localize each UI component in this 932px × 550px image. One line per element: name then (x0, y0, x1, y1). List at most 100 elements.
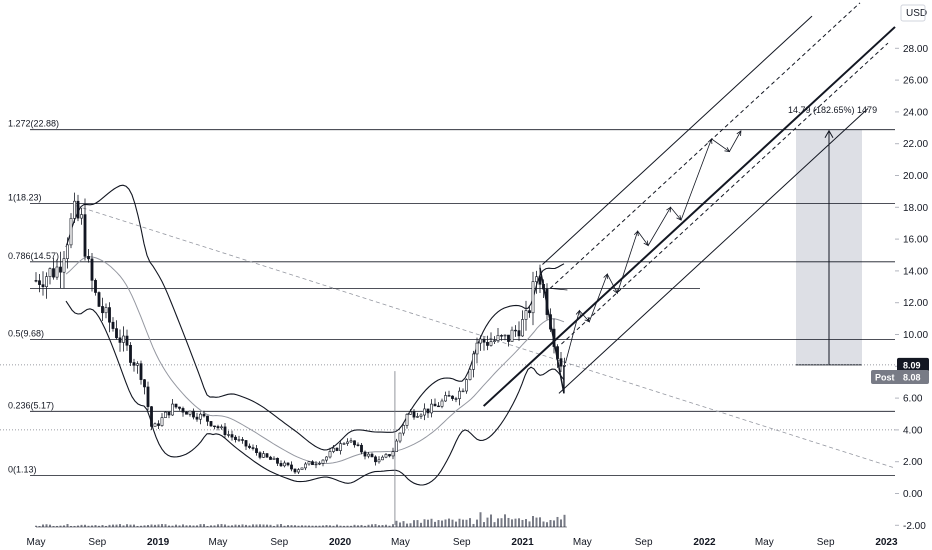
volume-bar (241, 524, 244, 527)
dashed-trendline (75, 205, 896, 469)
candle-body (430, 403, 433, 414)
candle-body (265, 453, 269, 458)
candle-body (447, 395, 451, 397)
candle-body (272, 457, 276, 460)
volume-bar (395, 520, 398, 527)
volume-bar (255, 524, 258, 527)
volume-bar (364, 525, 366, 527)
price-axis[interactable]: USD 28.00 26.00 24.00 22.00 20.00 18.00 16.00 14… (895, 4, 928, 532)
candle-body (342, 443, 346, 445)
volume-bar (315, 525, 317, 527)
volume-bar (94, 525, 97, 527)
candle-body (230, 434, 234, 438)
volume-bar (367, 524, 370, 527)
bollinger-bands (65, 184, 565, 486)
volume-bar (189, 525, 191, 527)
fib-label: 0(1.13) (8, 465, 37, 475)
projection-arrowhead (575, 309, 581, 316)
volume-bar (549, 519, 552, 527)
candle-body (220, 426, 223, 429)
projection-arrowhead (724, 147, 731, 153)
volume-bar (392, 524, 394, 527)
x-tick-label: 2021 (511, 537, 534, 548)
small-arrow (549, 287, 568, 291)
projection-arrowhead (584, 316, 590, 323)
volume-bar (101, 525, 104, 527)
volume-bar (427, 519, 429, 527)
candle-body (503, 334, 507, 337)
y-tick-label: 20.00 (903, 171, 928, 182)
measure-label: 14.79 (182.65%) 1479 (788, 105, 877, 115)
volume-bar (161, 524, 163, 527)
candle-body (405, 414, 409, 426)
candle-body (363, 451, 367, 457)
candle-body (412, 411, 416, 418)
candle-body (304, 463, 307, 469)
volume-bar (84, 524, 86, 527)
volume-bar (444, 519, 447, 527)
volume-bar (535, 517, 538, 527)
volume-bar (119, 524, 121, 527)
volume-bar (280, 524, 282, 527)
volume-bar (259, 524, 261, 527)
volume-bar (413, 520, 415, 527)
candle-body (157, 423, 160, 426)
candle-body (318, 463, 321, 465)
candle-body (69, 218, 73, 246)
candle-body (360, 444, 363, 453)
volume-bar (360, 524, 363, 527)
volume-bar (332, 525, 335, 527)
candle-body (209, 421, 213, 427)
volume-bar (563, 514, 566, 527)
x-tick-label: May (27, 537, 46, 548)
volume-bar (52, 525, 55, 527)
candle-body (132, 362, 136, 366)
volume-bar (143, 525, 146, 527)
candle-body (458, 390, 461, 399)
candle-body (332, 447, 335, 452)
candle-body (384, 454, 388, 458)
upper-dashed-line (544, 2, 861, 294)
candle-body (213, 425, 216, 428)
x-tick-label: Sep (817, 537, 835, 548)
time-axis[interactable]: May Sep 2019 May Sep 2020 May Sep 2021 May Sep 2022… (27, 537, 898, 548)
y-tick-label: 14.00 (903, 266, 928, 277)
volume-bar (192, 525, 195, 527)
candle-body (426, 408, 430, 414)
candle-body (461, 390, 465, 393)
candle-body (139, 363, 143, 380)
volume-bar (434, 521, 436, 527)
candle-body (192, 410, 195, 418)
y-tick-label: 4.00 (903, 425, 923, 436)
volume-bar (80, 524, 83, 527)
volume-bar (290, 525, 293, 527)
volume-bar (301, 525, 303, 527)
projection-path (565, 130, 742, 364)
projection-arrowhead (676, 215, 682, 221)
candle-body (531, 281, 535, 314)
measure-arrow-head (824, 129, 834, 138)
projection-arrowhead (666, 206, 672, 213)
candle-body (118, 337, 122, 343)
candle-body (87, 256, 90, 260)
y-tick-label: 10.00 (903, 330, 928, 341)
candle-body (293, 468, 297, 473)
volume-bar (525, 519, 527, 527)
volume-bar (70, 525, 72, 527)
volume-bar (164, 524, 167, 527)
volume-bar (311, 525, 314, 527)
volume-bar (455, 521, 457, 527)
volume-bar (273, 525, 275, 527)
candle-body (178, 406, 181, 409)
candle-body (251, 447, 255, 449)
volume-bar (507, 517, 510, 527)
fib-label: 0.786(14.57) (8, 251, 59, 261)
measure-box: 14.79 (182.65%) 1479 (788, 105, 877, 366)
candle-body (500, 335, 503, 337)
candle-body (328, 451, 332, 458)
volume-bar (472, 523, 475, 527)
volume-bar (168, 525, 170, 527)
x-tick-label: 2023 (875, 537, 898, 548)
candle-body (45, 276, 48, 288)
